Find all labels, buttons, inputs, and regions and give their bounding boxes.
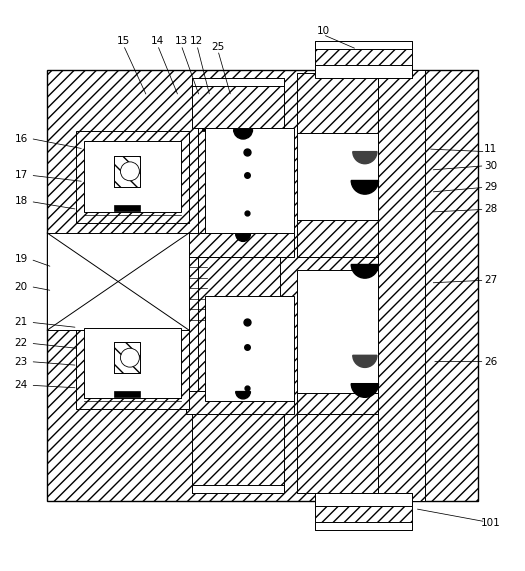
- Wedge shape: [351, 264, 379, 278]
- Text: 21: 21: [14, 317, 28, 327]
- Wedge shape: [351, 384, 379, 397]
- Bar: [198, 256, 280, 391]
- Wedge shape: [234, 130, 253, 139]
- Text: 29: 29: [484, 182, 498, 192]
- Text: 28: 28: [484, 204, 498, 214]
- Bar: [114, 155, 141, 187]
- Bar: [297, 133, 378, 220]
- Text: 12: 12: [190, 37, 204, 46]
- Bar: [315, 65, 412, 78]
- Text: 13: 13: [174, 37, 188, 46]
- Bar: [315, 41, 412, 78]
- Text: 25: 25: [211, 42, 225, 51]
- Bar: [297, 270, 378, 393]
- Bar: [297, 220, 378, 256]
- Text: 26: 26: [484, 357, 498, 367]
- Text: 14: 14: [151, 37, 164, 46]
- Text: 24: 24: [14, 380, 28, 390]
- Bar: [315, 41, 412, 49]
- Bar: [84, 328, 181, 399]
- Text: 20: 20: [15, 282, 27, 292]
- Text: 27: 27: [484, 275, 498, 286]
- Bar: [47, 233, 189, 330]
- Bar: [76, 131, 189, 223]
- Wedge shape: [353, 355, 377, 367]
- Text: 18: 18: [14, 196, 28, 207]
- Text: 10: 10: [316, 26, 330, 36]
- Bar: [297, 414, 378, 493]
- Text: 17: 17: [14, 170, 28, 180]
- Bar: [315, 493, 412, 530]
- Text: 16: 16: [14, 134, 28, 143]
- Wedge shape: [351, 180, 379, 194]
- Text: 19: 19: [14, 254, 28, 264]
- Text: 30: 30: [484, 161, 498, 171]
- Wedge shape: [236, 234, 250, 242]
- Text: 22: 22: [14, 338, 28, 348]
- Bar: [114, 204, 141, 211]
- Bar: [192, 78, 284, 128]
- Bar: [297, 73, 378, 133]
- Bar: [297, 393, 378, 414]
- Bar: [114, 391, 141, 397]
- Bar: [315, 493, 412, 506]
- Bar: [186, 233, 294, 256]
- Text: 11: 11: [484, 144, 498, 154]
- Wedge shape: [353, 152, 377, 164]
- Text: 101: 101: [481, 518, 501, 528]
- Bar: [186, 391, 294, 414]
- Bar: [205, 296, 294, 401]
- Circle shape: [120, 348, 139, 367]
- Bar: [114, 342, 141, 373]
- Wedge shape: [236, 392, 250, 399]
- Bar: [76, 317, 189, 409]
- Bar: [84, 141, 181, 212]
- Bar: [205, 128, 294, 233]
- Bar: [192, 485, 284, 493]
- Bar: [378, 70, 425, 501]
- Bar: [202, 128, 276, 131]
- Bar: [47, 70, 478, 501]
- Bar: [114, 155, 141, 187]
- Bar: [114, 342, 141, 373]
- Bar: [192, 78, 284, 86]
- Bar: [192, 412, 284, 493]
- Bar: [315, 522, 412, 530]
- Circle shape: [120, 162, 139, 181]
- Text: 23: 23: [14, 357, 28, 367]
- Text: 15: 15: [117, 37, 130, 46]
- Bar: [198, 128, 280, 233]
